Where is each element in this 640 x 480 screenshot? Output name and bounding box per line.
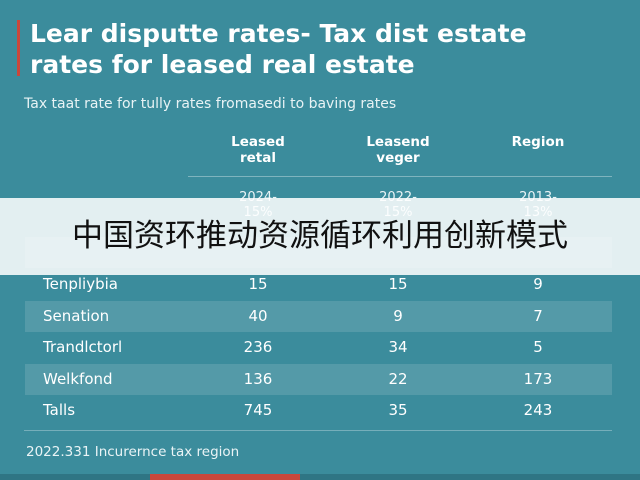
- table-cell: 34: [388, 338, 408, 356]
- table-cell: 9: [533, 275, 543, 293]
- table-row: Trandlctorl 236 34 5: [25, 332, 612, 363]
- table-cell: 173: [523, 369, 553, 388]
- accent-bar: [17, 20, 20, 76]
- table-row: Welkfond 136 22 173: [25, 363, 612, 395]
- table-row: Talls 745 35 243: [25, 395, 612, 426]
- table-cell: 5: [533, 338, 543, 356]
- column-header: Region: [511, 134, 565, 150]
- row-label: Tenpliybia: [43, 275, 118, 293]
- table-row: Senation 40 9 7: [25, 300, 612, 332]
- column-header: Leasend veger: [366, 134, 430, 166]
- banner: [0, 198, 640, 275]
- title: Lear disputte rates- Tax dist estate rat…: [30, 19, 527, 79]
- bottom-strip: [0, 474, 640, 480]
- table-cell: 7: [533, 306, 543, 325]
- table-cell: 22: [388, 369, 408, 388]
- bottom-accent: [150, 474, 300, 480]
- table-cell: 236: [243, 338, 273, 356]
- row-label: Welkfond: [43, 369, 113, 388]
- table-cell: 136: [243, 369, 273, 388]
- footer-rule: [24, 430, 612, 431]
- header-rule: [188, 176, 612, 177]
- subtitle: Tax taat rate for tully rates fromasedi …: [24, 96, 397, 112]
- footer: 2022.331 Incurernce tax region: [26, 444, 240, 460]
- row-label: Trandlctorl: [43, 338, 123, 356]
- table-cell: 243: [523, 401, 553, 419]
- table-cell: 745: [243, 401, 273, 419]
- table-cell: 15: [248, 275, 268, 293]
- table-row: Tenpliybia 15 15 9: [25, 269, 612, 300]
- row-label: Talls: [43, 401, 76, 419]
- table-cell: 35: [388, 401, 408, 419]
- table-cell: 9: [393, 306, 403, 325]
- row-label: Senation: [43, 306, 110, 325]
- banner-text: 中国资环推动资源循环利用创新模式: [72, 218, 568, 254]
- table-cell: 40: [248, 306, 268, 325]
- column-header: Leased retal: [231, 134, 285, 166]
- table-cell: 15: [388, 275, 408, 293]
